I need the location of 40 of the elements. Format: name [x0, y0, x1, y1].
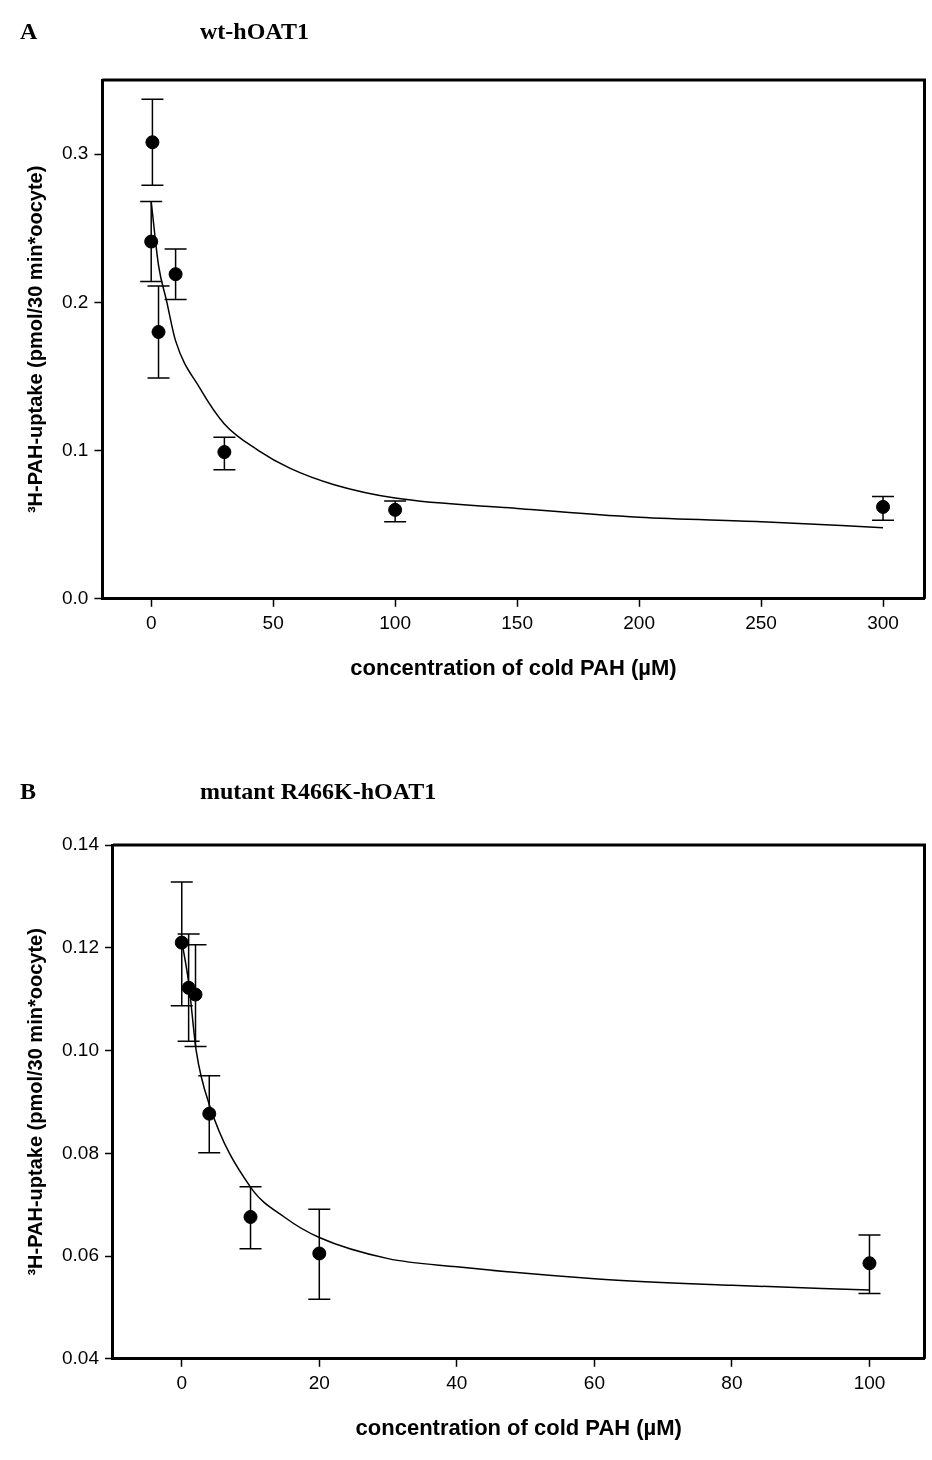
x-axis-title: concentration of cold PAH (µM): [350, 654, 677, 680]
point: [217, 445, 232, 460]
text: B: [20, 778, 37, 805]
x-tick-label: 80: [721, 1372, 743, 1394]
y-tick-label: 0.06: [62, 1244, 99, 1266]
x-tick-label: 50: [262, 612, 284, 634]
point: [312, 1246, 327, 1261]
x-tick-label: 200: [623, 612, 655, 634]
x-tick-label: 300: [867, 612, 899, 634]
x-tick-label: 100: [379, 612, 411, 634]
point: [145, 135, 160, 150]
y-tick-label: 0.0: [61, 587, 89, 609]
y-axis-title: ³H-PAH-uptake (pmol/30 min*oocyte): [23, 928, 46, 1276]
point: [151, 324, 166, 339]
x-tick-label: 40: [446, 1372, 468, 1394]
x-tick-label: 0: [145, 612, 157, 634]
y-tick-label: 0.08: [62, 1141, 99, 1163]
y-tick-label: 0.1: [61, 438, 89, 460]
chart-title: wt-hOAT1: [200, 18, 309, 45]
point: [202, 1106, 217, 1121]
y-tick-label: 0.3: [61, 142, 89, 164]
y-tick-label: 0.04: [62, 1347, 100, 1369]
x-tick-label: 250: [745, 612, 777, 634]
y-tick-label: 0.14: [62, 833, 100, 855]
point: [862, 1256, 877, 1271]
point: [243, 1209, 258, 1224]
x-tick-label: 100: [853, 1372, 886, 1394]
y-tick-label: 0.12: [62, 935, 99, 957]
y-tick-label: 0.2: [61, 290, 89, 312]
y-tick-label: 0.10: [62, 1038, 99, 1060]
point: [168, 267, 183, 282]
chart-title: mutant R466K-hOAT1: [200, 778, 437, 805]
x-tick-label: 60: [583, 1372, 605, 1394]
point: [188, 987, 203, 1002]
x-tick-label: 0: [176, 1372, 188, 1394]
text: A: [20, 18, 38, 45]
x-tick-label: 20: [308, 1372, 330, 1394]
x-axis-title: concentration of cold PAH (µM): [355, 1414, 682, 1440]
y-axis-title: ³H-PAH-uptake (pmol/30 min*oocyte): [23, 165, 46, 514]
x-tick-label: 150: [501, 612, 533, 634]
